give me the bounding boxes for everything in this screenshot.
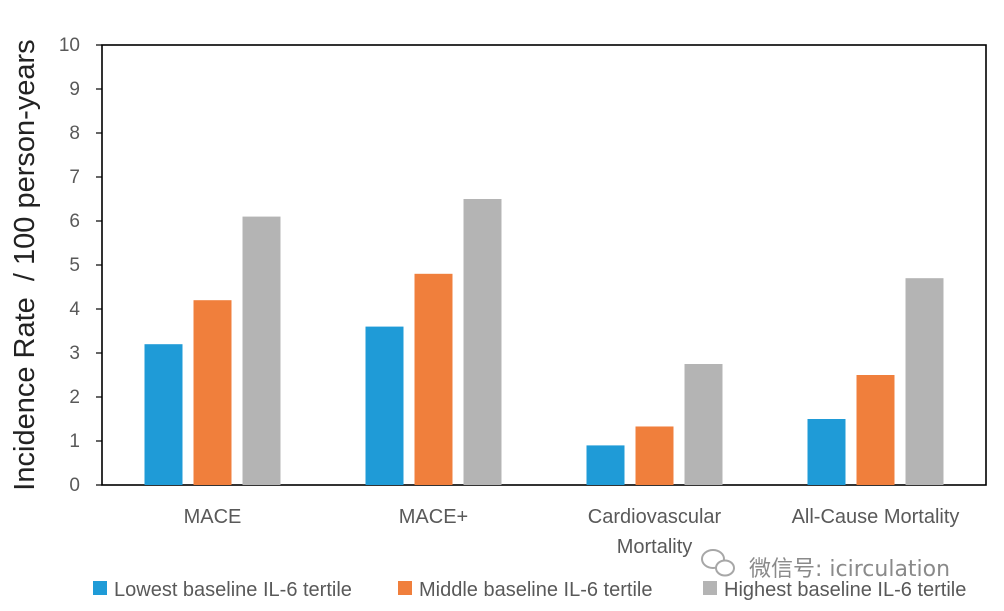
legend-label: Lowest baseline IL-6 tertile xyxy=(114,579,352,601)
bar xyxy=(856,375,895,485)
legend-swatch xyxy=(703,581,717,595)
plot-area xyxy=(101,44,987,486)
x-category-label: All-Cause Mortality xyxy=(792,506,960,528)
legend-swatch xyxy=(93,581,107,595)
y-tick-label: 6 xyxy=(69,211,80,232)
bar xyxy=(144,344,183,485)
x-category-label: MACE xyxy=(184,506,242,528)
y-axis-label: Incidence Rate / 100 person-years xyxy=(9,39,41,490)
plot-frame xyxy=(101,44,987,486)
x-category-label: MACE+ xyxy=(399,506,468,528)
bar xyxy=(635,426,674,485)
legend-label: Highest baseline IL-6 tertile xyxy=(724,579,966,601)
wechat-icon xyxy=(701,549,735,577)
y-tick-label: 8 xyxy=(69,123,80,144)
x-category-label: Cardiovascular xyxy=(588,506,722,528)
x-axis-category-labels: MACE MACE+ Cardiovascular Mortality All-Caus… xyxy=(184,506,960,558)
bar xyxy=(365,326,404,485)
legend-swatch xyxy=(398,581,412,595)
bar xyxy=(193,300,232,485)
x-category-label: Mortality xyxy=(617,536,693,558)
y-tick-label: 2 xyxy=(69,387,80,408)
wechat-bubble-small xyxy=(715,559,735,577)
y-tick-label: 7 xyxy=(69,167,80,188)
bar xyxy=(242,216,281,485)
y-tick-label: 3 xyxy=(69,343,80,364)
y-tick-label: 0 xyxy=(69,475,80,496)
y-axis-ticks: 0 1 2 3 4 5 6 7 8 9 10 xyxy=(59,35,102,496)
y-tick-label: 9 xyxy=(69,79,80,100)
y-tick-label: 10 xyxy=(59,35,80,56)
bar xyxy=(684,364,723,485)
bar xyxy=(414,273,453,485)
bar xyxy=(586,445,625,485)
y-tick-label: 1 xyxy=(69,431,80,452)
y-tick-label: 5 xyxy=(69,255,80,276)
legend: Lowest baseline IL-6 tertile Middle basel… xyxy=(93,579,966,601)
y-tick-label: 4 xyxy=(69,299,80,320)
wechat-bubble-large xyxy=(701,549,725,569)
legend-label: Middle baseline IL-6 tertile xyxy=(419,579,652,601)
watermark: 微信号: icirculation xyxy=(701,549,950,582)
watermark-text: 微信号: icirculation xyxy=(749,557,950,582)
y-axis-title: Incidence Rate / 100 person-years xyxy=(9,39,41,490)
bar xyxy=(905,278,944,485)
bar xyxy=(463,199,502,485)
bar xyxy=(807,419,846,485)
